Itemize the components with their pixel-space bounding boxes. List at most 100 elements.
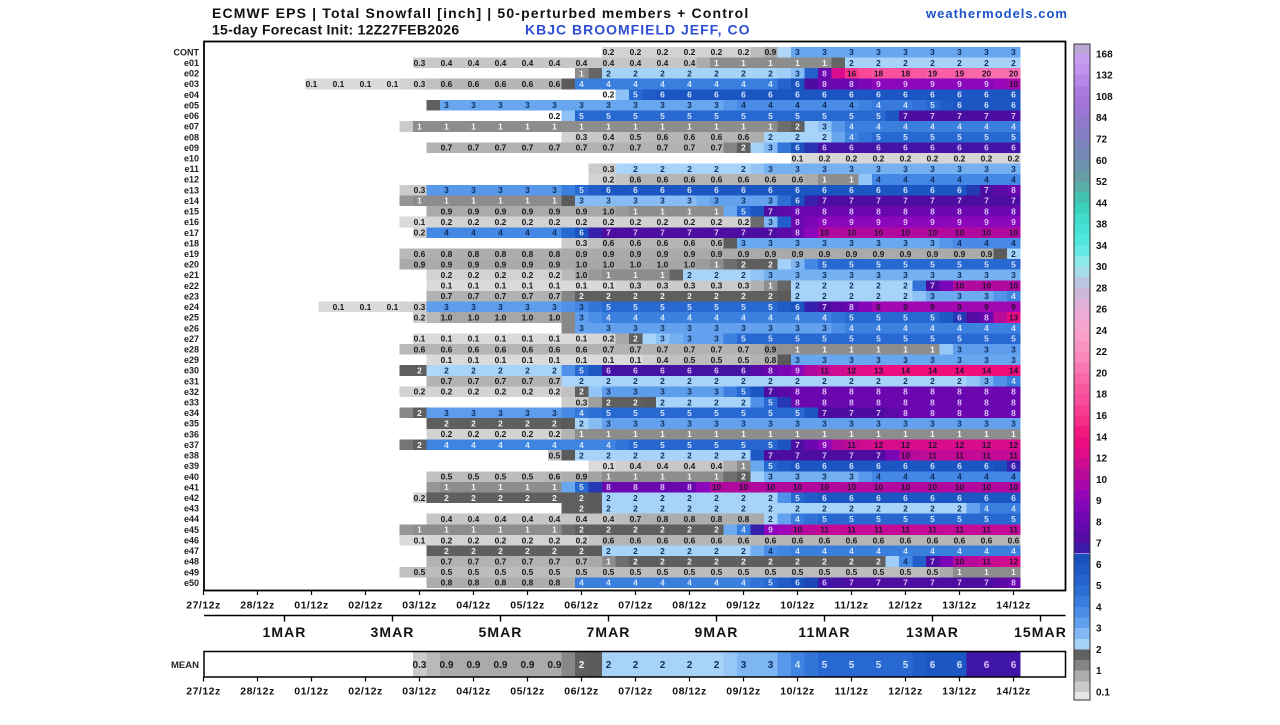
svg-text:1: 1	[768, 122, 773, 132]
svg-text:0.7: 0.7	[549, 143, 561, 153]
svg-text:1.0: 1.0	[495, 312, 507, 322]
svg-text:0.5: 0.5	[900, 567, 912, 577]
svg-text:7: 7	[714, 228, 719, 238]
svg-text:2: 2	[849, 281, 854, 291]
svg-text:0.2: 0.2	[495, 387, 507, 397]
svg-text:2: 2	[498, 366, 503, 376]
svg-text:8: 8	[795, 228, 800, 238]
svg-text:4: 4	[444, 228, 449, 238]
svg-text:2: 2	[525, 366, 530, 376]
svg-text:3: 3	[957, 164, 962, 174]
svg-text:1: 1	[552, 525, 557, 535]
svg-text:5: 5	[876, 660, 882, 671]
svg-text:5: 5	[606, 302, 611, 312]
svg-text:e02: e02	[184, 69, 199, 79]
svg-text:3: 3	[930, 270, 935, 280]
svg-text:3: 3	[741, 196, 746, 206]
svg-text:0.7: 0.7	[522, 376, 534, 386]
svg-text:7: 7	[957, 578, 962, 588]
svg-text:4: 4	[849, 122, 854, 132]
svg-text:0.5: 0.5	[522, 567, 534, 577]
svg-text:5: 5	[876, 132, 881, 142]
svg-text:1: 1	[930, 344, 935, 354]
svg-text:0.9: 0.9	[981, 249, 993, 259]
svg-text:1: 1	[606, 122, 611, 132]
svg-text:6: 6	[795, 90, 800, 100]
svg-text:0.6: 0.6	[954, 535, 966, 545]
svg-text:1: 1	[606, 270, 611, 280]
svg-text:4: 4	[930, 122, 935, 132]
svg-text:1: 1	[498, 196, 503, 206]
svg-text:2: 2	[687, 450, 692, 460]
svg-text:7: 7	[849, 578, 854, 588]
svg-text:7: 7	[849, 196, 854, 206]
svg-text:04/12z: 04/12z	[456, 600, 491, 612]
svg-text:1: 1	[903, 429, 908, 439]
svg-text:7: 7	[903, 578, 908, 588]
svg-text:0.4: 0.4	[630, 58, 642, 68]
svg-text:2: 2	[930, 503, 935, 513]
svg-text:2: 2	[633, 334, 638, 344]
svg-text:6: 6	[1011, 100, 1016, 110]
svg-text:3: 3	[633, 387, 638, 397]
svg-text:4: 4	[984, 503, 989, 513]
svg-text:10: 10	[712, 482, 722, 492]
svg-text:4: 4	[957, 546, 962, 556]
svg-text:3: 3	[768, 196, 773, 206]
svg-text:2: 2	[471, 493, 476, 503]
svg-text:4: 4	[471, 440, 476, 450]
svg-text:e15: e15	[184, 207, 199, 217]
svg-text:2: 2	[741, 143, 746, 153]
svg-text:5: 5	[741, 440, 746, 450]
svg-text:09/12z: 09/12z	[726, 600, 761, 612]
svg-text:0.5: 0.5	[765, 567, 777, 577]
svg-text:5: 5	[1011, 514, 1016, 524]
svg-text:132: 132	[1096, 71, 1113, 82]
svg-text:7: 7	[876, 408, 881, 418]
svg-text:0.6: 0.6	[684, 175, 696, 185]
svg-text:5: 5	[633, 90, 638, 100]
svg-text:0.1: 0.1	[576, 355, 588, 365]
svg-text:5: 5	[687, 440, 692, 450]
svg-text:3: 3	[849, 164, 854, 174]
svg-text:0.3: 0.3	[603, 164, 615, 174]
svg-text:6: 6	[1011, 461, 1016, 471]
svg-text:3: 3	[768, 270, 773, 280]
svg-text:5: 5	[768, 408, 773, 418]
svg-text:0.1: 0.1	[495, 334, 507, 344]
svg-text:0.1: 0.1	[333, 302, 345, 312]
svg-text:2: 2	[606, 376, 611, 386]
svg-text:2: 2	[687, 660, 693, 671]
svg-text:2: 2	[660, 525, 665, 535]
svg-text:3: 3	[525, 100, 530, 110]
svg-text:3: 3	[795, 270, 800, 280]
svg-text:2: 2	[471, 366, 476, 376]
svg-text:3: 3	[957, 344, 962, 354]
svg-text:e49: e49	[184, 567, 199, 577]
svg-text:0.2: 0.2	[738, 217, 750, 227]
svg-text:0.4: 0.4	[657, 461, 669, 471]
svg-text:0.6: 0.6	[549, 472, 561, 482]
svg-text:0.6: 0.6	[792, 535, 804, 545]
svg-text:5: 5	[579, 185, 584, 195]
svg-text:0.4: 0.4	[603, 58, 615, 68]
svg-text:1: 1	[633, 122, 638, 132]
svg-text:10: 10	[901, 450, 911, 460]
svg-text:2: 2	[687, 493, 692, 503]
svg-text:0.7: 0.7	[657, 143, 669, 153]
svg-text:4: 4	[903, 323, 908, 333]
svg-text:2: 2	[849, 291, 854, 301]
svg-text:e25: e25	[184, 313, 199, 323]
svg-text:3: 3	[687, 196, 692, 206]
svg-text:0.2: 0.2	[468, 217, 480, 227]
svg-text:2: 2	[660, 450, 665, 460]
svg-text:3: 3	[525, 408, 530, 418]
svg-text:11: 11	[1009, 525, 1018, 535]
svg-text:6: 6	[984, 493, 989, 503]
svg-text:6: 6	[822, 461, 827, 471]
svg-text:3: 3	[930, 47, 935, 57]
svg-text:6: 6	[957, 185, 962, 195]
svg-text:2: 2	[525, 493, 530, 503]
svg-text:5: 5	[849, 259, 854, 269]
svg-text:13: 13	[874, 366, 884, 376]
